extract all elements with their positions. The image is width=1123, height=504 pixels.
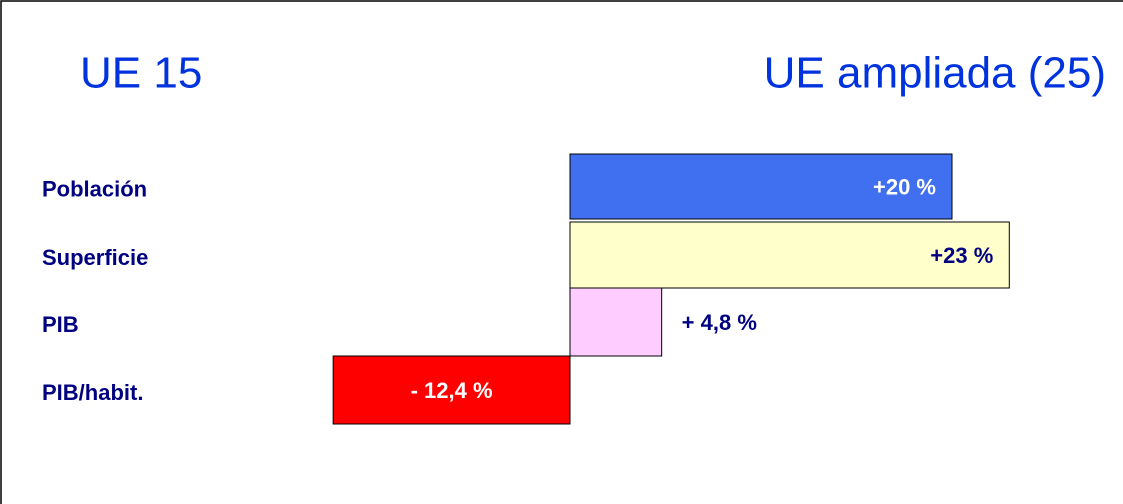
chart-subtitle: UE ampliada (25) bbox=[764, 49, 1106, 98]
value-label: - 12,4 % bbox=[411, 378, 493, 403]
value-label: + 4,8 % bbox=[682, 310, 757, 335]
bar bbox=[569, 153, 953, 220]
bar bbox=[569, 221, 1010, 289]
category-label: PIB/habit. bbox=[42, 380, 143, 405]
value-label: +23 % bbox=[930, 243, 993, 268]
bar bbox=[569, 287, 663, 357]
category-label: PIB bbox=[42, 312, 79, 337]
category-label: Superficie bbox=[42, 245, 148, 270]
category-label: Población bbox=[42, 176, 147, 201]
chart-title: UE 15 bbox=[80, 49, 202, 98]
value-label: +20 % bbox=[873, 174, 936, 199]
bar bbox=[332, 355, 571, 425]
